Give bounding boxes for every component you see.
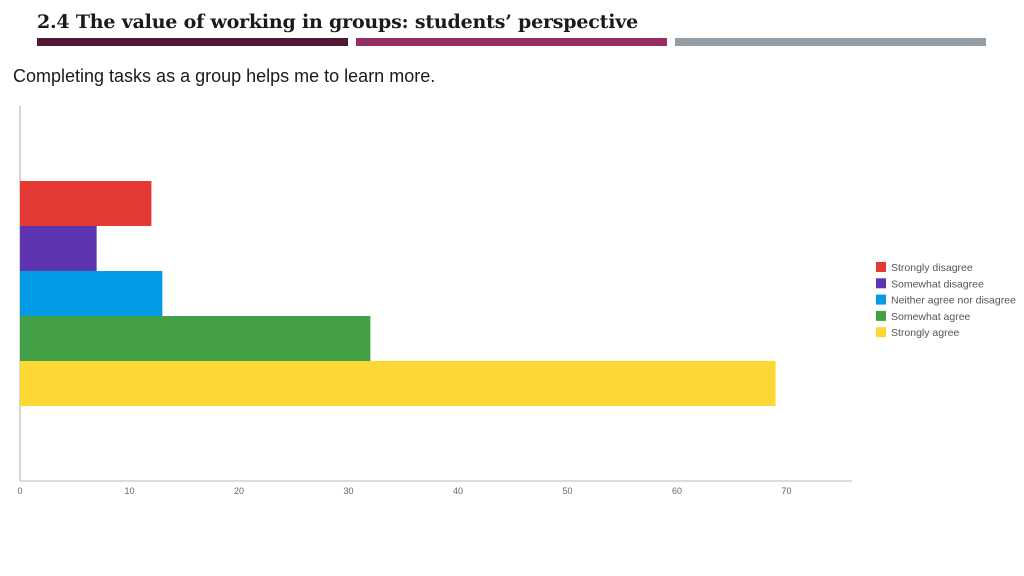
- bar-somewhat-disagree: [20, 226, 97, 271]
- legend-swatch: [876, 327, 886, 338]
- legend-swatch: [876, 310, 886, 321]
- x-tick-label: 70: [781, 486, 791, 496]
- legend-label: Strongly agree: [891, 327, 959, 339]
- bar-neither-agree-nor-disagree: [20, 271, 163, 316]
- survey-question: Completing tasks as a group helps me to …: [13, 66, 436, 86]
- legend-swatch: [876, 262, 886, 272]
- legend-label: Neither agree nor disagree: [891, 295, 1016, 307]
- bar-strongly-disagree: [20, 181, 152, 226]
- x-tick-label: 30: [343, 486, 353, 496]
- chart-legend: Strongly disagree Somewhat disagree Neithe…: [876, 262, 1016, 339]
- legend-label: Somewhat disagree: [891, 278, 984, 290]
- x-tick-label: 10: [124, 486, 134, 496]
- title-accent-bar-1: [37, 38, 348, 46]
- x-tick-label: 0: [17, 486, 22, 496]
- slide-title: 2.4 The value of working in groups: stud…: [37, 11, 638, 33]
- x-tick-label: 50: [562, 486, 572, 496]
- bar-somewhat-agree: [20, 316, 371, 361]
- x-tick-label: 60: [672, 486, 682, 496]
- legend-label: Strongly disagree: [891, 262, 973, 274]
- x-axis-ticks: 0 10 20 30 40 50 60 70: [17, 486, 791, 496]
- legend-swatch: [876, 294, 886, 305]
- title-accent-bar-3: [675, 38, 986, 46]
- title-accent-bar-2: [356, 38, 667, 46]
- x-tick-label: 40: [453, 486, 463, 496]
- legend-swatch: [876, 278, 886, 289]
- bar-strongly-agree: [20, 361, 776, 406]
- legend-label: Somewhat agree: [891, 311, 971, 323]
- chart-bars: [20, 181, 776, 406]
- x-tick-label: 20: [234, 486, 244, 496]
